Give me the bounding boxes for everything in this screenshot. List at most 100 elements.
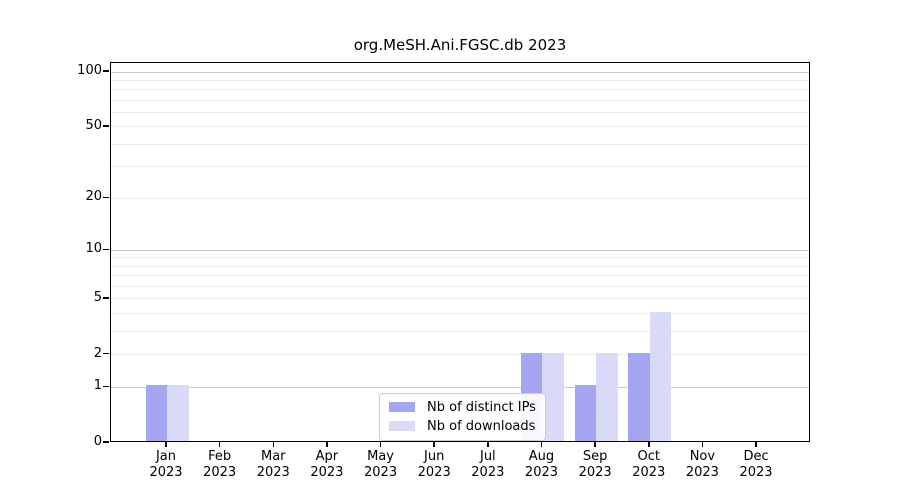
x-tick-mark-jul <box>487 442 489 447</box>
gridline-major-1 <box>111 386 809 388</box>
x-tick-mark-sep <box>594 442 596 447</box>
y-tick-mark-0 <box>103 441 109 443</box>
legend-swatch-distinct-ips <box>389 402 415 412</box>
x-tick-label-dec: Dec 2023 <box>726 449 786 481</box>
legend-item-downloads: Nb of downloads <box>389 418 536 434</box>
x-tick-label-jan: Jan 2023 <box>136 449 196 481</box>
y-tick-label-0: 0 <box>93 434 102 449</box>
x-tick-label-feb: Feb 2023 <box>190 449 250 481</box>
x-tick-year: 2023 <box>739 465 773 480</box>
x-tick-year: 2023 <box>578 465 612 480</box>
x-tick-month: Nov <box>689 449 716 464</box>
legend-item-distinct-ips: Nb of distinct IPs <box>389 399 536 415</box>
x-tick-year: 2023 <box>364 465 398 480</box>
gridline-major-100 <box>111 71 809 73</box>
x-tick-year: 2023 <box>310 465 344 480</box>
x-tick-label-aug: Aug 2023 <box>511 449 571 481</box>
x-tick-mark-nov <box>701 442 704 447</box>
x-tick-month: Mar <box>261 449 286 464</box>
bar-sep-distinct-ips <box>574 385 597 441</box>
x-tick-mark-jun <box>433 442 435 447</box>
gridline-minor-30 <box>111 166 809 168</box>
gridline-minor-80 <box>111 89 809 91</box>
x-tick-mark-oct <box>648 442 650 447</box>
bar-oct-distinct-ips <box>628 352 650 441</box>
x-tick-mark-aug <box>540 442 543 447</box>
y-tick-mark-50 <box>103 125 109 127</box>
y-tick-mark-10 <box>103 248 109 250</box>
x-tick-label-may: May 2023 <box>351 449 411 481</box>
x-tick-month: Oct <box>637 449 660 464</box>
y-tick-label-2: 2 <box>93 345 102 361</box>
x-tick-year: 2023 <box>256 465 290 480</box>
x-tick-label-jun: Jun 2023 <box>404 449 464 481</box>
x-tick-year: 2023 <box>149 465 183 480</box>
x-tick-month: Jun <box>424 449 445 464</box>
gridline-minor-8 <box>111 265 809 267</box>
legend-label-distinct-ips: Nb of distinct IPs <box>427 399 536 415</box>
x-tick-month: May <box>367 449 394 464</box>
x-tick-month: Aug <box>528 449 555 464</box>
x-tick-month: Sep <box>582 449 608 464</box>
x-tick-year: 2023 <box>524 465 559 480</box>
gridline-minor-20 <box>111 197 809 199</box>
x-tick-mark-may <box>379 442 382 447</box>
gridline-minor-50 <box>111 126 809 128</box>
plot-area <box>110 62 810 442</box>
gridline-minor-5 <box>111 298 809 300</box>
x-tick-month: Jan <box>155 449 177 464</box>
x-tick-year: 2023 <box>685 465 719 480</box>
gridline-minor-60 <box>111 112 809 114</box>
y-tick-mark-5 <box>103 297 109 299</box>
x-tick-label-mar: Mar 2023 <box>243 449 303 481</box>
y-tick-label-5: 5 <box>93 289 102 305</box>
x-tick-month: Jul <box>479 449 496 464</box>
chart-title: org.MeSH.Ani.FGSC.db 2023 <box>353 36 567 54</box>
bar-jan-distinct-ips <box>145 385 167 441</box>
x-tick-mark-feb <box>218 442 221 447</box>
x-tick-label-jul: Jul 2023 <box>458 449 518 481</box>
y-tick-label-100: 100 <box>77 63 102 79</box>
y-tick-mark-100 <box>103 70 109 72</box>
gridline-minor-6 <box>111 286 809 288</box>
bar-jan-downloads <box>167 385 189 441</box>
y-tick-label-50: 50 <box>85 117 102 133</box>
y-tick-label-1: 1 <box>93 378 102 394</box>
legend-label-downloads: Nb of downloads <box>427 418 536 434</box>
gridline-minor-2 <box>111 354 809 356</box>
x-tick-year: 2023 <box>417 465 451 480</box>
x-tick-month: Apr <box>315 449 339 464</box>
x-tick-year: 2023 <box>632 465 666 480</box>
x-tick-label-nov: Nov 2023 <box>672 449 732 481</box>
x-tick-label-sep: Sep 2023 <box>565 449 625 481</box>
gridline-minor-70 <box>111 99 809 101</box>
gridline-minor-90 <box>111 79 809 81</box>
x-tick-year: 2023 <box>203 465 237 480</box>
legend: Nb of distinct IPs Nb of downloads <box>379 393 546 441</box>
bar-aug-downloads <box>542 352 564 441</box>
gridline-minor-4 <box>111 313 809 315</box>
gridline-minor-9 <box>111 257 809 259</box>
gridline-major-10 <box>111 249 809 251</box>
y-tick-mark-20 <box>103 196 109 199</box>
x-tick-mark-jan <box>165 442 167 447</box>
y-tick-label-20: 20 <box>85 189 102 205</box>
bar-oct-downloads <box>649 311 672 441</box>
x-tick-mark-mar <box>272 442 275 447</box>
y-tick-mark-2 <box>103 352 109 355</box>
bar-sep-downloads <box>596 352 618 441</box>
gridline-minor-7 <box>111 275 809 277</box>
gridline-minor-3 <box>111 331 809 333</box>
legend-swatch-downloads <box>389 421 415 431</box>
x-tick-label-apr: Apr 2023 <box>297 449 357 481</box>
gridline-minor-40 <box>111 143 809 145</box>
x-tick-month: Dec <box>743 449 769 464</box>
x-tick-mark-apr <box>326 442 328 447</box>
y-tick-mark-1 <box>103 385 109 388</box>
x-tick-label-oct: Oct 2023 <box>619 449 679 481</box>
x-tick-year: 2023 <box>471 465 505 480</box>
x-tick-mark-dec <box>755 442 757 447</box>
x-tick-month: Feb <box>208 449 232 464</box>
y-tick-label-10: 10 <box>85 241 102 257</box>
